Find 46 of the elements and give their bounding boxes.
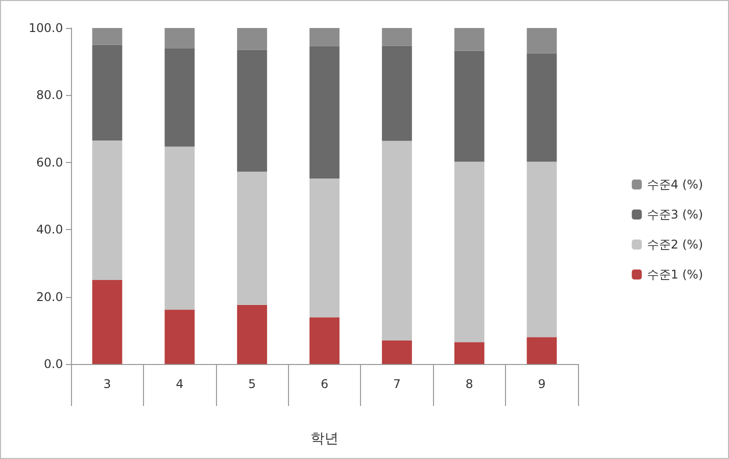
y-tick-label: 20.0 (36, 290, 63, 304)
y-tick-label: 40.0 (36, 222, 63, 237)
bar (310, 178, 340, 318)
bar (454, 162, 484, 342)
y-tick-label: 60.0 (36, 155, 63, 170)
bar (92, 28, 122, 45)
x-tick-label: 7 (393, 377, 401, 391)
bar (237, 304, 268, 364)
x-tick-label: 5 (248, 377, 256, 391)
bar (310, 317, 340, 364)
bar (92, 44, 122, 141)
x-tick-label: 3 (103, 377, 112, 391)
bar (92, 280, 122, 364)
bar (92, 140, 122, 280)
y-tick-label: 0.0 (44, 357, 63, 371)
bar (382, 28, 412, 46)
bar (526, 337, 557, 364)
bar (382, 140, 412, 340)
bar (454, 342, 484, 364)
bar (164, 48, 195, 147)
legend-label: 수준3 (%) (646, 208, 704, 222)
y-tick-label: 100.0 (28, 21, 63, 35)
x-tick-label: 8 (466, 377, 474, 391)
bar (237, 28, 268, 50)
x-tick-label: 6 (320, 377, 328, 391)
bar (526, 53, 557, 162)
bar (526, 162, 557, 338)
bar (454, 28, 484, 51)
bar (382, 46, 412, 141)
bar (164, 28, 195, 48)
bar (454, 50, 484, 162)
legend-label: 수준2 (%) (646, 238, 704, 252)
x-axis-title: 학년 (310, 431, 338, 447)
bar (310, 46, 340, 179)
bar (310, 28, 340, 46)
bar (382, 340, 412, 364)
bar (237, 50, 268, 172)
x-tick-label: 9 (538, 377, 546, 391)
y-tick-label: 80.0 (36, 88, 63, 102)
legend-label: 수준4 (%) (646, 178, 704, 192)
bar (237, 172, 268, 305)
bar (164, 146, 195, 310)
bar (164, 310, 195, 364)
x-tick-label: 4 (176, 377, 184, 391)
bar (526, 28, 557, 54)
legend-label: 수준1 (%) (646, 268, 704, 282)
